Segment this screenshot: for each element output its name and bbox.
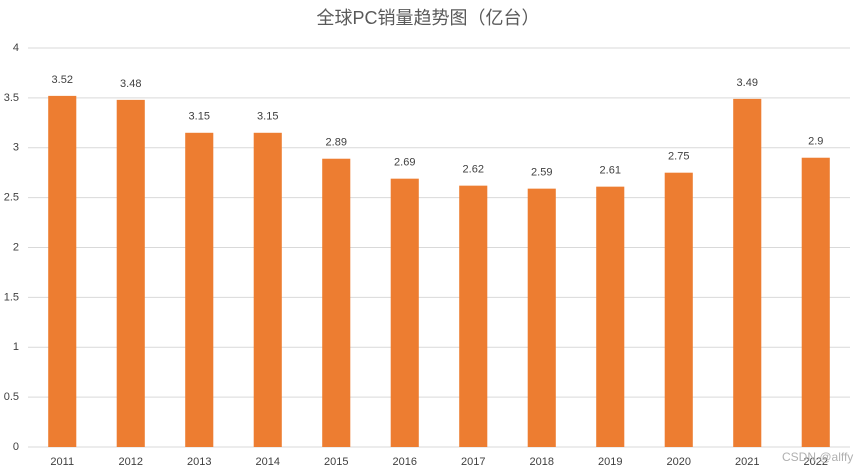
y-tick-label: 1	[13, 341, 19, 353]
x-tick-label: 2011	[50, 456, 74, 468]
y-tick-label: 1.5	[4, 291, 19, 303]
bar	[664, 172, 693, 447]
x-tick-label: 2016	[393, 456, 417, 468]
bar	[322, 158, 351, 447]
chart-title: 全球PC销量趋势图（亿台）	[316, 8, 539, 28]
x-tick-label: 2015	[324, 456, 348, 468]
x-tick-label: 2017	[461, 456, 485, 468]
y-tick-label: 3	[13, 142, 19, 154]
value-label: 2.75	[668, 151, 689, 163]
value-label: 2.69	[394, 157, 415, 169]
value-label: 3.15	[257, 111, 278, 123]
value-label: 3.52	[52, 74, 73, 86]
value-label: 2.9	[808, 136, 823, 148]
value-label: 2.61	[600, 165, 621, 177]
x-tick-label: 2012	[119, 456, 143, 468]
value-label: 3.48	[120, 78, 141, 90]
value-label: 2.62	[463, 164, 484, 176]
x-tick-label: 2021	[735, 456, 759, 468]
bar	[253, 132, 282, 447]
bar	[48, 95, 77, 447]
x-tick-label: 2014	[256, 456, 280, 468]
bar	[733, 98, 762, 447]
x-tick-label: 2013	[187, 456, 211, 468]
watermark: CSDN @alffy	[782, 450, 853, 464]
x-tick-label: 2018	[530, 456, 554, 468]
y-tick-label: 4	[13, 42, 19, 54]
y-tick-label: 2	[13, 241, 19, 253]
bar	[390, 178, 419, 448]
value-label: 3.15	[189, 111, 210, 123]
y-tick-label: 2.5	[4, 192, 19, 204]
value-label: 3.49	[737, 77, 758, 89]
value-label: 2.59	[531, 167, 552, 179]
x-tick-label: 2022	[804, 456, 828, 468]
x-tick-label: 2019	[598, 456, 622, 468]
bar	[527, 188, 556, 447]
x-tick-label: 2020	[667, 456, 691, 468]
bar	[596, 186, 625, 447]
bar	[185, 132, 214, 447]
bar	[116, 99, 145, 448]
bar	[801, 157, 830, 447]
y-tick-label: 3.5	[4, 92, 19, 104]
y-tick-label: 0	[13, 441, 19, 453]
y-tick-label: 0.5	[4, 391, 19, 403]
bar	[459, 185, 488, 447]
value-label: 2.89	[326, 137, 347, 149]
